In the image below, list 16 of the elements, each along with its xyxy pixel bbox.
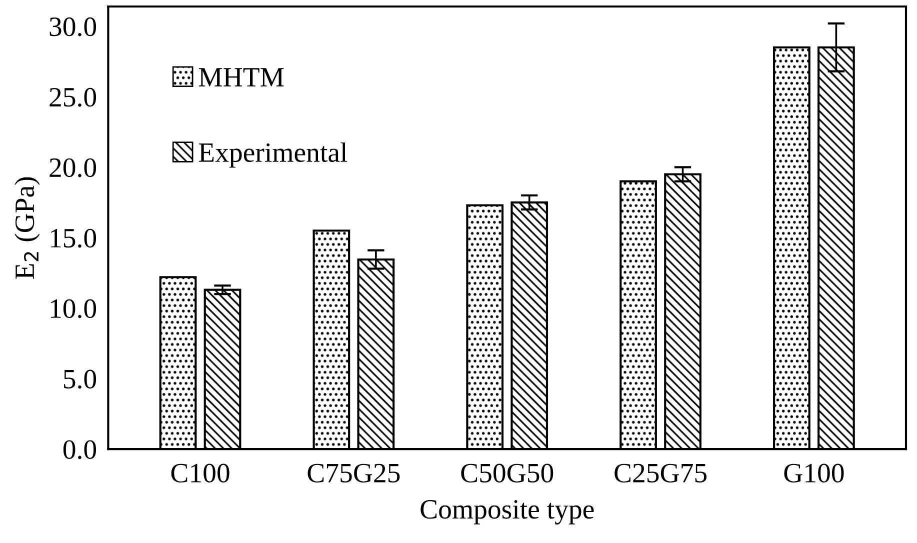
y-axis-title: E$_{2}$ (GPa) [14,177,40,279]
y-tick-label: 5.0 [64,370,96,389]
y-tick-label: 20.0 [50,158,96,178]
x-axis-title: Composite type [420,500,594,524]
x-tick-label: C25G75 [614,464,707,482]
x-tick-label: G100 [784,464,844,482]
y-tick-label: 30.0 [50,17,96,36]
x-tick-label: C50G50 [461,464,554,482]
legend-label: Experimental [198,142,348,168]
x-tick-label: C100 [171,464,230,482]
legend-label: MHTM [198,68,284,86]
y-tick-label: 25.0 [50,88,96,107]
y-tick-label: 0.0 [63,440,96,460]
y-tick-label: 15.0 [50,228,96,248]
x-tick-label: C75G25 [308,464,400,482]
y-tick-label: 10.0 [50,299,96,318]
